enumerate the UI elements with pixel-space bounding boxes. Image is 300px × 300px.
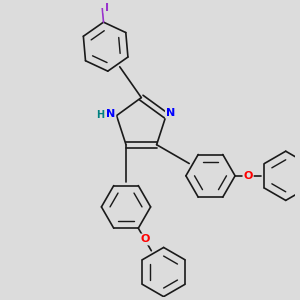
Text: N: N bbox=[106, 109, 116, 119]
Text: O: O bbox=[140, 235, 149, 244]
Text: H: H bbox=[97, 110, 105, 120]
Text: N: N bbox=[166, 108, 175, 118]
Text: O: O bbox=[243, 171, 253, 181]
Text: I: I bbox=[105, 3, 109, 13]
